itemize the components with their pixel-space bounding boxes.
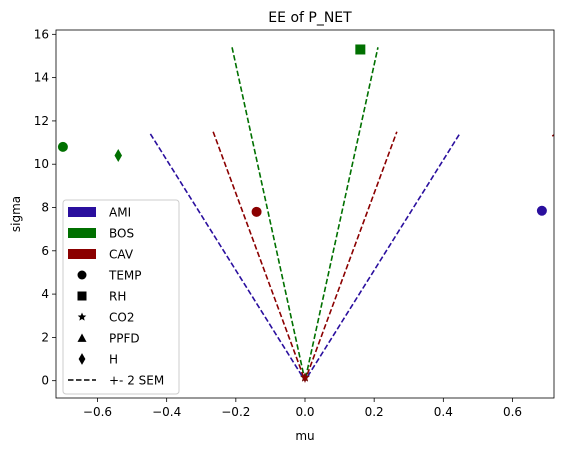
x-tick-label: −0.2 (221, 405, 250, 419)
y-tick-label: 14 (34, 71, 49, 85)
axis-ticks: −0.6 −0.4 −0.2 0.0 0.2 0.4 0.6 0 2 4 6 8 10 12 14 16 (34, 27, 522, 419)
y-tick-label: 6 (41, 244, 49, 258)
y-axis-label: sigma (9, 196, 23, 232)
y-tick-label: 4 (41, 287, 49, 301)
y-tick-label: 2 (41, 330, 49, 344)
legend-label-ami: AMI (109, 206, 131, 220)
legend-label-ppfd: PPFD (109, 332, 140, 346)
legend-marker-diamond (78, 353, 86, 365)
legend-marker-square (77, 291, 87, 301)
x-tick-label: 0.0 (295, 405, 314, 419)
legend-label-cav: CAV (109, 248, 134, 262)
legend-marker-circle (77, 270, 87, 280)
legend: AMI BOS CAV TEMP RH CO2 PPFD H +- 2 SEM (62, 199, 180, 395)
y-tick-label: 16 (34, 27, 49, 41)
legend-marker-triangle (77, 333, 87, 342)
y-tick-label: 8 (41, 201, 49, 215)
x-tick-label: −0.4 (152, 405, 181, 419)
legend-swatch-cav (68, 249, 96, 259)
y-tick-label: 0 (41, 374, 49, 388)
legend-label-bos: BOS (109, 227, 134, 241)
x-tick-label: 0.6 (503, 405, 522, 419)
y-tick-label: 10 (34, 157, 49, 171)
y-tick-label: 12 (34, 114, 49, 128)
legend-label-sem: +- 2 SEM (109, 374, 164, 388)
sem-line-ami (149, 133, 461, 383)
legend-swatch-bos (68, 228, 96, 238)
point-bos-circle (57, 141, 68, 152)
legend-label-rh: RH (109, 290, 126, 304)
sem-line-cav (212, 131, 398, 383)
point-cav-circle (251, 206, 262, 217)
point-bos-square (355, 44, 366, 55)
point-cav-star (300, 372, 310, 382)
legend-label-temp: TEMP (108, 269, 142, 283)
x-axis-label: mu (295, 429, 314, 443)
point-ami-circle (536, 205, 547, 216)
plot-area (57, 44, 554, 383)
x-tick-label: 0.4 (434, 405, 453, 419)
legend-marker-star (77, 312, 87, 321)
legend-label-h: H (109, 353, 118, 367)
legend-swatch-ami (68, 207, 96, 217)
x-tick-label: −0.6 (83, 405, 112, 419)
chart-title: EE of P_NET (268, 10, 352, 26)
legend-label-co2: CO2 (109, 311, 134, 325)
x-tick-label: 0.2 (365, 405, 384, 419)
legend-box (62, 199, 180, 395)
point-bos-diamond (114, 149, 122, 163)
